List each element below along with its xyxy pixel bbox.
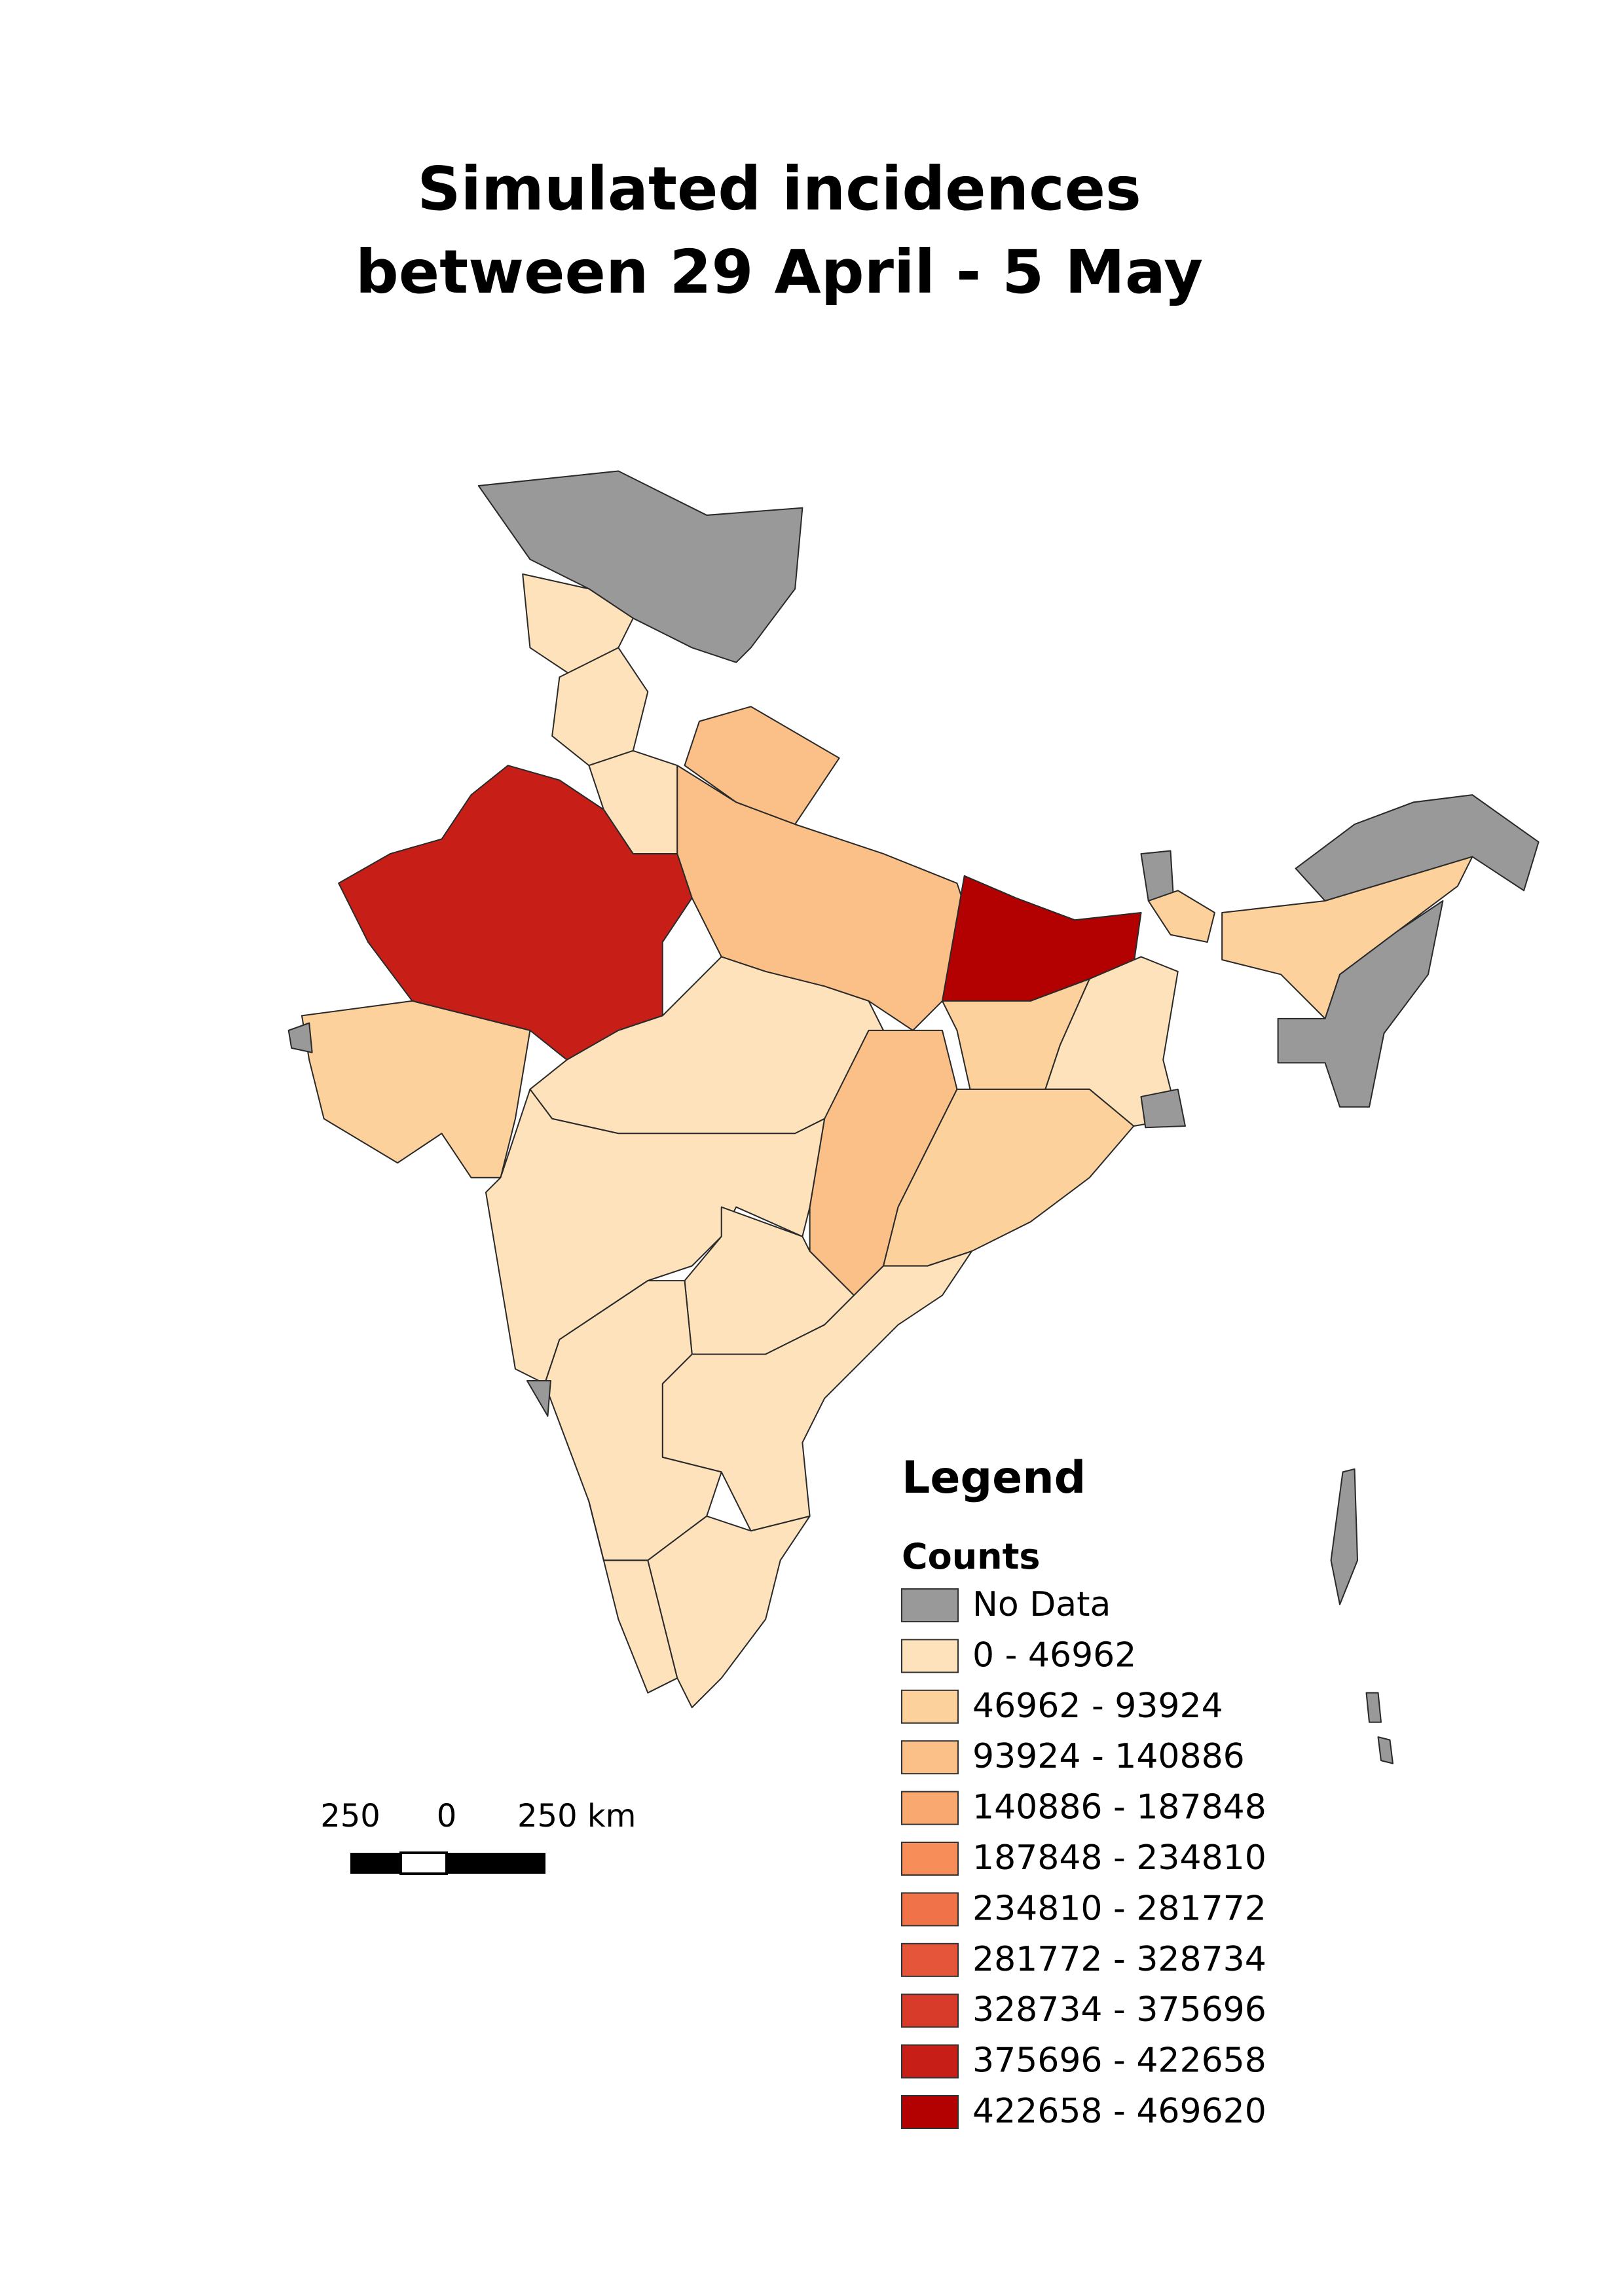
scale-label: 250 km [517,1798,636,1834]
legend-label: 234810 - 281772 [972,1889,1266,1928]
legend-swatch [901,1689,959,1724]
legend-label: 46962 - 93924 [972,1686,1223,1726]
region [1377,1736,1393,1764]
region [647,1515,811,1709]
region [1365,1692,1382,1723]
legend-label: 140886 - 187848 [972,1788,1266,1827]
legend-swatch [901,2044,959,2079]
region [1330,1468,1359,1605]
legend-label: 0 - 46962 [972,1635,1136,1675]
region [1147,890,1215,943]
legend-swatch [901,1892,959,1927]
legend: Legend Counts No Data 0 - 46962 46962 - 93… [901,1452,1266,2131]
legend-subtitle: Counts [902,1536,1041,1577]
region [526,1379,551,1417]
region [1140,1088,1186,1129]
legend-swatch [901,2095,959,2129]
legend-label: 187848 - 234810 [972,1838,1266,1878]
legend-swatch [901,1994,959,2028]
india-map [287,470,1540,1764]
legend-label: 328734 - 375696 [972,1990,1266,2030]
scale-label: 0 [437,1798,457,1834]
title-line: between 29 April - 5 May [356,237,1203,307]
region [661,1250,972,1532]
legend-swatch [901,1791,959,1825]
legend-title: Legend [902,1452,1086,1504]
legend-label: 281772 - 328734 [972,1940,1266,1979]
scale-segment [447,1853,545,1874]
region [287,1022,313,1053]
scale-segment [399,1851,448,1875]
region [477,470,803,663]
region [883,1088,1135,1267]
scale-label: 250 [320,1798,380,1834]
legend-label: No Data [972,1585,1111,1624]
legend-label: 375696 - 422658 [972,2041,1266,2081]
title-line: Simulated incidences [417,154,1141,224]
region [301,1000,531,1178]
legend-swatch [901,1639,959,1673]
legend-swatch [901,1942,959,1977]
scale-segment [350,1853,401,1874]
scale-bar: 250 0 250 km [320,1798,636,1875]
legend-swatch [901,1740,959,1775]
region [1277,900,1444,1108]
legend-label: 422658 - 469620 [972,2092,1266,2131]
legend-swatch [901,1588,959,1622]
legend-swatch [901,1842,959,1876]
legend-label: 93924 - 140886 [972,1737,1245,1776]
